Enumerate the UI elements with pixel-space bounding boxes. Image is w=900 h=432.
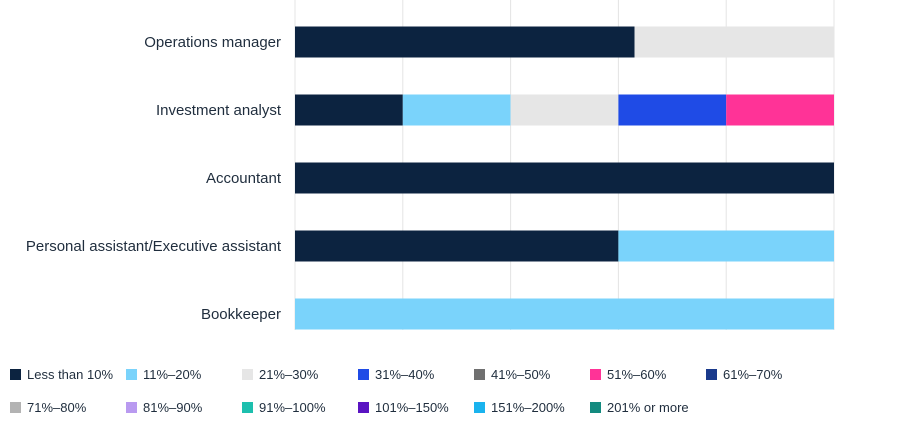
legend-row: 71%–80% 81%–90% 91%–100% 101%–150% 151%–200%… [10,399,890,415]
bars [295,26,834,330]
legend-item: 101%–150% [358,399,474,415]
legend-item: 11%–20% [126,366,242,382]
category-label: Investment analyst [156,102,282,119]
bar-segment [634,26,834,58]
legend-label: Less than 10% [27,366,114,382]
bar-segment [295,26,635,58]
legend-swatch [10,401,21,413]
legend-item: 81%–90% [126,399,242,415]
bar-segment [618,94,727,126]
legend-swatch [10,368,21,380]
bar-segment [295,94,403,126]
legend-label: 21%–30% [259,366,319,382]
legend: Less than 10% 11%–20% 21%–30% 31%–40% 41%–50… [10,366,890,432]
legend-item: 151%–200% [474,399,590,415]
legend-swatch [474,368,485,380]
legend-swatch [126,368,137,380]
bar-segment [726,94,834,126]
bar-segment [295,230,619,262]
legend-swatch [706,368,717,380]
legend-item: 51%–60% [590,366,706,382]
bar-segment [402,94,511,126]
legend-swatch [590,401,601,413]
stacked-bar-chart: Operations manager Investment analyst Acco… [26,0,835,330]
legend-label: 101%–150% [375,399,449,415]
legend-swatch [474,401,485,413]
legend-label: 91%–100% [259,399,326,415]
bar-segment [295,162,834,194]
legend-label: 61%–70% [723,366,783,382]
legend-swatch [242,401,253,413]
legend-label: 81%–90% [143,399,203,415]
legend-label: 41%–50% [491,366,551,382]
category-labels: Operations manager Investment analyst Acco… [26,34,282,323]
category-label: Operations manager [144,34,281,51]
legend-item: 31%–40% [358,366,474,382]
legend-label: 51%–60% [607,366,667,382]
category-label: Personal assistant/Executive assistant [26,238,282,255]
legend-label: 201% or more [607,399,689,415]
legend-swatch [358,401,369,413]
legend-item: 61%–70% [706,366,822,382]
bar-segment [618,230,834,262]
bar-segment [510,94,619,126]
legend-item: 91%–100% [242,399,358,415]
legend-label: 71%–80% [27,399,87,415]
legend-item: 21%–30% [242,366,358,382]
legend-swatch [242,368,253,380]
legend-item: Less than 10% [10,366,126,382]
legend-label: 31%–40% [375,366,435,382]
legend-swatch [590,368,601,380]
legend-swatch [126,401,137,413]
legend-item: 71%–80% [10,399,126,415]
bar-segment [295,298,834,330]
legend-item: 41%–50% [474,366,590,382]
category-label: Accountant [206,170,282,187]
legend-label: 151%–200% [491,399,565,415]
category-label: Bookkeeper [201,306,281,323]
legend-label: 11%–20% [143,366,202,382]
legend-row: Less than 10% 11%–20% 21%–30% 31%–40% 41%–50… [10,366,890,382]
legend-swatch [358,368,369,380]
legend-item: 201% or more [590,399,706,415]
